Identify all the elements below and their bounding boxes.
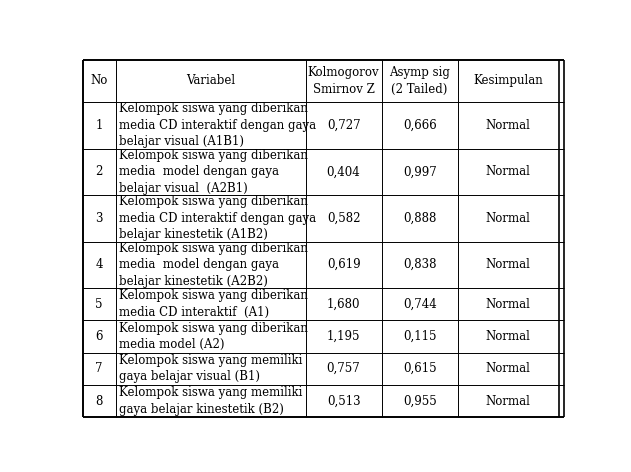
Text: 5: 5 — [95, 298, 103, 311]
Text: 0,888: 0,888 — [403, 212, 436, 225]
Text: Normal: Normal — [486, 362, 531, 375]
Text: 0,744: 0,744 — [403, 298, 437, 311]
Text: 0,757: 0,757 — [327, 362, 360, 375]
Text: 8: 8 — [95, 395, 103, 407]
Text: Normal: Normal — [486, 395, 531, 407]
Text: 0,404: 0,404 — [327, 165, 360, 178]
Text: Asymp sig
(2 Tailed): Asymp sig (2 Tailed) — [389, 66, 450, 95]
Text: 0,997: 0,997 — [403, 165, 437, 178]
Text: Kelompok siswa yang diberikan
media CD interaktif dengan gaya
belajar kinestetik: Kelompok siswa yang diberikan media CD i… — [119, 195, 317, 241]
Text: 6: 6 — [95, 330, 103, 343]
Text: Kelompok siswa yang diberikan
media CD interaktif  (A1): Kelompok siswa yang diberikan media CD i… — [119, 289, 309, 319]
Text: Kelompok siswa yang diberikan
media model (A2): Kelompok siswa yang diberikan media mode… — [119, 322, 309, 351]
Text: 0,115: 0,115 — [403, 330, 437, 343]
Text: 0,727: 0,727 — [327, 119, 360, 132]
Text: Normal: Normal — [486, 298, 531, 311]
Text: 0,955: 0,955 — [403, 395, 437, 407]
Text: 0,615: 0,615 — [403, 362, 437, 375]
Text: No: No — [90, 74, 108, 87]
Text: Normal: Normal — [486, 165, 531, 178]
Text: 0,666: 0,666 — [403, 119, 437, 132]
Text: Normal: Normal — [486, 212, 531, 225]
Text: 2: 2 — [95, 165, 103, 178]
Text: Kelompok siswa yang memiliki
gaya belajar visual (B1): Kelompok siswa yang memiliki gaya belaja… — [119, 354, 303, 383]
Text: 0,513: 0,513 — [327, 395, 360, 407]
Text: 7: 7 — [95, 362, 103, 375]
Text: 4: 4 — [95, 258, 103, 271]
Text: 1: 1 — [95, 119, 103, 132]
Text: Kelompok siswa yang diberikan
media  model dengan gaya
belajar kinestetik (A2B2): Kelompok siswa yang diberikan media mode… — [119, 242, 309, 288]
Text: Kelompok siswa yang diberikan
media  model dengan gaya
belajar visual  (A2B1): Kelompok siswa yang diberikan media mode… — [119, 149, 309, 195]
Text: 0,619: 0,619 — [327, 258, 360, 271]
Text: 0,838: 0,838 — [403, 258, 437, 271]
Text: Normal: Normal — [486, 258, 531, 271]
Text: 1,680: 1,680 — [327, 298, 360, 311]
Text: 0,582: 0,582 — [327, 212, 360, 225]
Text: Kesimpulan: Kesimpulan — [473, 74, 543, 87]
Text: Kelompok siswa yang memiliki
gaya belajar kinestetik (B2): Kelompok siswa yang memiliki gaya belaja… — [119, 386, 303, 416]
Text: Variabel: Variabel — [186, 74, 235, 87]
Text: 1,195: 1,195 — [327, 330, 360, 343]
Text: Normal: Normal — [486, 119, 531, 132]
Text: Normal: Normal — [486, 330, 531, 343]
Text: 3: 3 — [95, 212, 103, 225]
Text: Kelompok siswa yang diberikan
media CD interaktif dengan gaya
belajar visual (A1: Kelompok siswa yang diberikan media CD i… — [119, 102, 317, 148]
Text: Kolmogorov
Smirnov Z: Kolmogorov Smirnov Z — [308, 66, 379, 95]
